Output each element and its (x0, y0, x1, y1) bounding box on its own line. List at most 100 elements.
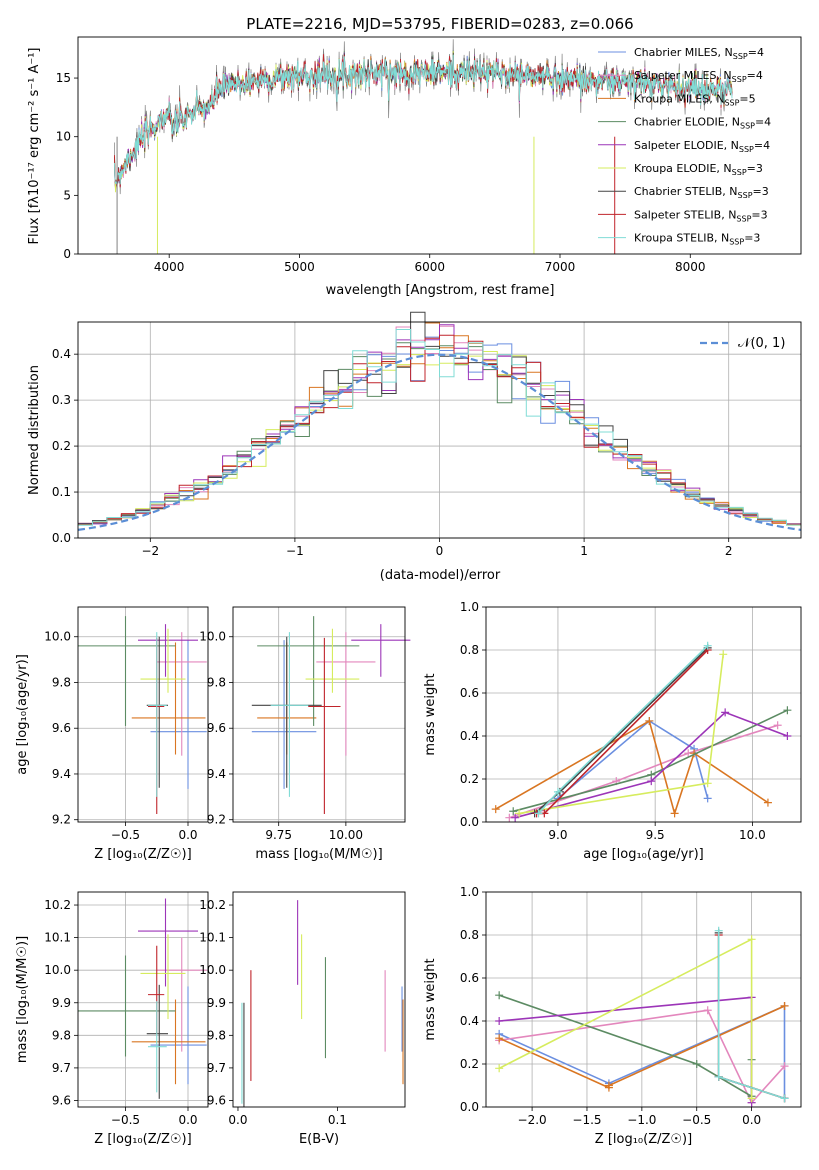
y-tick-label: 0 (63, 247, 71, 261)
ebv-mass-xlabel: E(B-V) (299, 1132, 339, 1147)
x-tick-label: 0.1 (328, 1113, 347, 1127)
parameter-panels: −0.5 0.0 9.2 9.4 9.6 9.8 10.0 Z [log₁₀(Z/Z☉)] ag… (15, 600, 802, 1147)
z-age-frame (77, 606, 209, 823)
y-tick-label: 0.6 (460, 971, 479, 985)
x-tick-label: 9.0 (548, 828, 567, 842)
legend-label: Salpeter ELODIE, NSSP=4 (634, 139, 770, 154)
weight-series-line (498, 994, 753, 1098)
mass-age-frame (232, 606, 406, 823)
z-age-panel: −0.5 0.0 9.2 9.4 9.6 9.8 10.0 Z [log₁₀(Z/Z☉)] ag… (15, 606, 209, 862)
weight-point-marker (670, 809, 679, 818)
x-tick-label: −0.5 (682, 1113, 711, 1127)
legend-count: =4 (747, 69, 763, 82)
weight-point-marker (491, 805, 500, 814)
y-tick-label: 10.1 (44, 931, 71, 945)
y-tick-label: 9.2 (207, 813, 226, 827)
y-tick-label: 0.8 (460, 643, 479, 657)
weight-point-marker (783, 732, 792, 740)
legend-sub: SSP (738, 191, 753, 200)
y-tick-label: 0.8 (460, 928, 479, 942)
weight-point-marker (703, 1006, 712, 1015)
weight-point-marker (747, 1094, 756, 1103)
y-tick-label: 0.6 (460, 686, 479, 700)
weight-point-marker (495, 1017, 504, 1025)
legend-label: Chabrier STELIB, NSSP=3 (634, 185, 769, 200)
y-tick-label: 9.6 (52, 721, 71, 735)
residuals-histograms (78, 311, 801, 526)
z-weight-frame (485, 891, 802, 1108)
weight-point-marker (703, 779, 712, 788)
y-tick-label: 0.0 (460, 1100, 479, 1114)
weight-point-marker (495, 1034, 504, 1043)
z-mass-frame (77, 891, 209, 1108)
x-tick-label: 6000 (414, 260, 445, 274)
x-tick-label: −2.0 (518, 1113, 547, 1127)
legend-sub: SSP (729, 238, 744, 247)
y-tick-label: 0.3 (52, 393, 71, 407)
residuals-ylabel: Normed distribution (27, 365, 42, 495)
y-tick-label: 9.6 (207, 1093, 226, 1107)
legend-label: Kroupa MILES, NSSP=5 (634, 92, 756, 107)
ebv-mass-panel: 0.0 0.1 9.6 9.7 9.8 9.9 10.0 10.1 10.2 E(B-V) (199, 891, 406, 1147)
y-tick-label: 9.8 (207, 1028, 226, 1042)
spectrum-panel: 4000 5000 6000 7000 8000 0 5 10 15 wavelength [A… (27, 36, 802, 298)
legend-label: Kroupa ELODIE, NSSP=3 (634, 162, 763, 177)
legend-label: Chabrier MILES, NSSP=4 (634, 46, 764, 61)
y-tick-label: 0.2 (460, 772, 479, 786)
y-tick-label: 0.4 (460, 729, 479, 743)
y-tick-label: 9.9 (52, 996, 71, 1010)
weight-series-line (498, 1004, 786, 1099)
y-tick-label: 0.0 (52, 531, 71, 545)
y-tick-label: 9.9 (207, 996, 226, 1010)
weight-point-marker (763, 798, 772, 807)
y-tick-label: 9.2 (52, 813, 71, 827)
weight-point-marker (780, 1001, 789, 1010)
weight-point-marker (515, 809, 524, 818)
legend-sub: SSP (732, 168, 747, 177)
x-tick-label: 7000 (545, 260, 576, 274)
residuals-xlabel: (data-model)/error (380, 568, 501, 583)
y-tick-label: 0.2 (460, 1057, 479, 1071)
weight-series-line (499, 1009, 786, 1105)
y-tick-label: 1.0 (460, 600, 479, 614)
x-tick-label: 9.75 (265, 828, 292, 842)
z-age-ylabel: age [log₁₀(age/yr)] (15, 654, 30, 775)
weight-point-marker (509, 807, 518, 816)
z-weight-panel: −2.0 −1.5 −1.0 −0.5 0.0 0.0 0.2 0.4 0.6 0.8 1.0 Z [… (423, 885, 802, 1147)
legend-count: =4 (754, 139, 770, 152)
weight-series-line (557, 720, 709, 800)
spectrum-axes: 4000 5000 6000 7000 8000 0 5 10 15 (56, 36, 802, 274)
x-tick-label: 5000 (284, 260, 315, 274)
weight-series-line (499, 996, 753, 1103)
age-weight-ylabel: mass weight (423, 673, 438, 755)
z-mass-ylabel: mass [log₁₀(M/M☉)] (15, 936, 30, 1063)
y-tick-label: 9.6 (52, 1093, 71, 1107)
y-tick-label: 1.0 (460, 885, 479, 899)
x-tick-label: 0.0 (742, 1113, 761, 1127)
weight-point-marker (495, 1064, 504, 1073)
y-tick-label: 10.0 (44, 630, 71, 644)
weight-point-marker (604, 1081, 613, 1090)
y-tick-label: 10.0 (44, 963, 71, 977)
y-tick-label: 10.0 (199, 963, 226, 977)
weight-point-marker (553, 787, 562, 796)
mass-age-xlabel: mass [log₁₀(M/M☉)] (255, 847, 382, 862)
legend-label: Salpeter STELIB, NSSP=3 (634, 208, 768, 223)
legend-count: =4 (755, 116, 771, 129)
legend-label: Salpeter MILES, NSSP=4 (634, 69, 763, 84)
weight-point-marker (714, 1072, 723, 1081)
x-tick-label: 0.0 (178, 828, 197, 842)
age-weight-frame (485, 606, 802, 823)
z-weight-ylabel: mass weight (423, 958, 438, 1040)
y-tick-label: 10 (56, 130, 71, 144)
legend-count: =5 (739, 92, 755, 105)
gaussian-legend-label: 𝒩(0, 1) (738, 336, 785, 351)
legend-count: =3 (753, 185, 769, 198)
spectrum-title: PLATE=2216, MJD=53795, FIBERID=0283, z=0… (246, 15, 633, 33)
weight-point-marker (714, 926, 723, 935)
legend-sub: SSP (724, 98, 739, 107)
y-tick-label: 10.2 (44, 898, 71, 912)
spectrum-legend: Chabrier MILES, NSSP=4 Salpeter MILES, NS… (598, 46, 771, 247)
x-tick-label: 10.0 (739, 828, 766, 842)
